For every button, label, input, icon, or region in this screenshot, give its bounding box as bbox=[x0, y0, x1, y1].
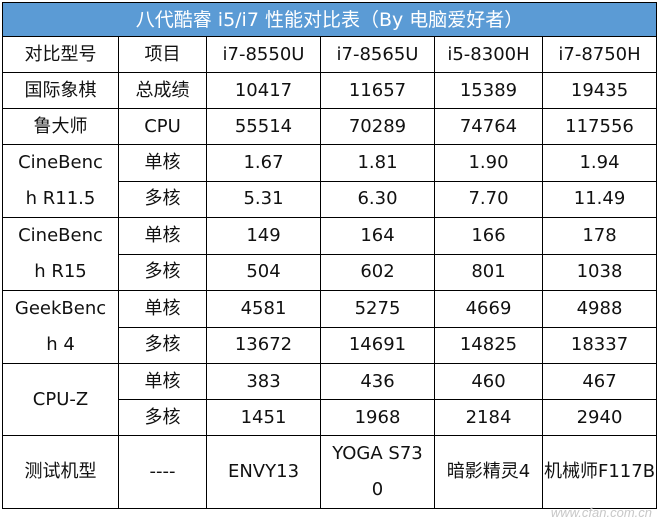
group-label: CPU-Z bbox=[2, 363, 119, 436]
machine-name: YOGA S730 bbox=[332, 443, 423, 500]
watermark: www.cfan.com.cn bbox=[550, 505, 652, 520]
value-cell: 4669 bbox=[434, 290, 543, 328]
item-label: 多核 bbox=[118, 326, 207, 364]
performance-table: 八代酷睿 i5/i7 性能对比表（By 电脑爱好者） 对比型号 项目 i7-85… bbox=[1, 2, 658, 509]
item-label: ---- bbox=[118, 435, 207, 509]
header-cell: i7-8550U bbox=[206, 36, 321, 73]
value-cell: 14691 bbox=[320, 326, 435, 364]
machine-name: 暗影精灵4 bbox=[446, 461, 531, 482]
table-row: 测试机型 ---- ENVY13 YOGA S730 暗影精灵4 机械师F117… bbox=[2, 435, 658, 509]
value-cell: 149 bbox=[206, 217, 321, 255]
value-cell: 5275 bbox=[320, 290, 435, 328]
value-cell: 1.67 bbox=[206, 144, 321, 182]
value-cell: 暗影精灵4 bbox=[434, 435, 543, 509]
group-label: GeekBench 4 bbox=[14, 298, 107, 355]
table-row: 国际象棋 总成绩 10417 11657 15389 19435 bbox=[2, 72, 658, 109]
item-label: CPU bbox=[118, 108, 207, 145]
value-cell: 机械师F117B bbox=[541, 435, 658, 509]
item-label: 多核 bbox=[118, 253, 207, 291]
value-cell: 5.31 bbox=[206, 180, 321, 218]
value-cell: 2184 bbox=[434, 399, 543, 436]
value-cell: 13672 bbox=[206, 326, 321, 364]
table-title: 八代酷睿 i5/i7 性能对比表（By 电脑爱好者） bbox=[1, 2, 658, 37]
value-cell: 74764 bbox=[434, 108, 543, 145]
item-label: 单核 bbox=[118, 144, 207, 182]
header-cell: i7-8750H bbox=[541, 36, 658, 73]
group-cell: CineBench R15 bbox=[2, 217, 119, 291]
value-cell: 467 bbox=[541, 363, 658, 400]
value-cell: 11657 bbox=[320, 72, 435, 109]
item-label: 单核 bbox=[118, 363, 207, 400]
value-cell: ENVY13 bbox=[206, 435, 321, 509]
table-row: CineBench R15 单核 149 164 166 178 bbox=[2, 217, 658, 291]
value-cell: 460 bbox=[434, 363, 543, 400]
value-cell: 602 bbox=[320, 253, 435, 291]
value-cell: 178 bbox=[541, 217, 658, 255]
value-cell: 14825 bbox=[434, 326, 543, 364]
table-row: CineBench R11.5 单核 1.67 1.81 1.90 1.94 bbox=[2, 144, 658, 218]
value-cell: 55514 bbox=[206, 108, 321, 145]
header-cell: i7-8565U bbox=[320, 36, 435, 73]
group-label: 鲁大师 bbox=[2, 108, 119, 145]
item-label: 总成绩 bbox=[118, 72, 207, 109]
item-label: 单核 bbox=[118, 290, 207, 328]
value-cell: 1.94 bbox=[541, 144, 658, 182]
value-cell: 18337 bbox=[541, 326, 658, 364]
title-row: 八代酷睿 i5/i7 性能对比表（By 电脑爱好者） bbox=[1, 2, 658, 37]
value-cell: 1.81 bbox=[320, 144, 435, 182]
table-row: 多核 5.31 6.30 7.70 11.49 bbox=[3, 180, 658, 218]
value-cell: 1.90 bbox=[434, 144, 543, 182]
value-cell: 166 bbox=[434, 217, 543, 255]
group-cell: CineBench R11.5 bbox=[2, 144, 119, 218]
table-row: CPU-Z 单核 383 436 460 467 bbox=[2, 363, 658, 436]
value-cell: 2940 bbox=[541, 399, 658, 436]
table-row: 多核 504 602 801 1038 bbox=[3, 253, 658, 291]
group-cell: GeekBench 4 bbox=[2, 290, 119, 364]
group-label: 国际象棋 bbox=[2, 72, 119, 109]
value-cell: 436 bbox=[320, 363, 435, 400]
header-row: 对比型号 项目 i7-8550U i7-8565U i5-8300H i7-87… bbox=[2, 36, 658, 73]
item-label: 单核 bbox=[118, 217, 207, 255]
value-cell: 1968 bbox=[320, 399, 435, 436]
value-cell: 70289 bbox=[320, 108, 435, 145]
value-cell: 7.70 bbox=[434, 180, 543, 218]
value-cell: 4581 bbox=[206, 290, 321, 328]
value-cell: 1451 bbox=[206, 399, 321, 436]
value-cell: YOGA S730 bbox=[320, 435, 435, 509]
item-label: 多核 bbox=[118, 180, 207, 218]
header-cell: 对比型号 bbox=[2, 36, 119, 73]
value-cell: 11.49 bbox=[541, 180, 658, 218]
value-cell: 383 bbox=[206, 363, 321, 400]
value-cell: 4988 bbox=[541, 290, 658, 328]
value-cell: 19435 bbox=[541, 72, 658, 109]
value-cell: 504 bbox=[206, 253, 321, 291]
machine-name: 机械师F117B bbox=[543, 461, 656, 482]
value-cell: 6.30 bbox=[320, 180, 435, 218]
table-row: 多核 1451 1968 2184 2940 bbox=[3, 399, 658, 436]
table-row: 多核 13672 14691 14825 18337 bbox=[3, 326, 658, 364]
value-cell: 801 bbox=[434, 253, 543, 291]
group-label: CineBench R15 bbox=[18, 225, 103, 282]
header-cell: i5-8300H bbox=[434, 36, 543, 73]
value-cell: 117556 bbox=[541, 108, 658, 145]
table-row: GeekBench 4 单核 4581 5275 4669 4988 bbox=[2, 290, 658, 364]
value-cell: 164 bbox=[320, 217, 435, 255]
value-cell: 1038 bbox=[541, 253, 658, 291]
group-label: 测试机型 bbox=[2, 435, 119, 509]
value-cell: 10417 bbox=[206, 72, 321, 109]
item-label: 多核 bbox=[118, 399, 207, 436]
value-cell: 15389 bbox=[434, 72, 543, 109]
table-row: 鲁大师 CPU 55514 70289 74764 117556 bbox=[2, 108, 658, 145]
group-label: CineBench R11.5 bbox=[18, 152, 103, 209]
header-cell: 项目 bbox=[118, 36, 207, 73]
